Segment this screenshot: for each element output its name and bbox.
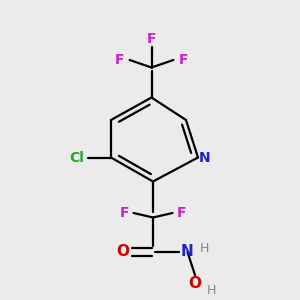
Text: O: O: [188, 276, 202, 291]
Text: O: O: [116, 244, 130, 260]
Text: N: N: [199, 151, 210, 164]
Text: H: H: [200, 242, 210, 255]
Text: N: N: [181, 244, 194, 260]
Text: H: H: [207, 284, 216, 297]
Text: Cl: Cl: [69, 151, 84, 164]
Text: F: F: [177, 206, 186, 220]
Text: F: F: [147, 32, 156, 46]
Text: F: F: [120, 206, 129, 220]
Text: F: F: [115, 53, 125, 67]
Text: F: F: [178, 53, 188, 67]
